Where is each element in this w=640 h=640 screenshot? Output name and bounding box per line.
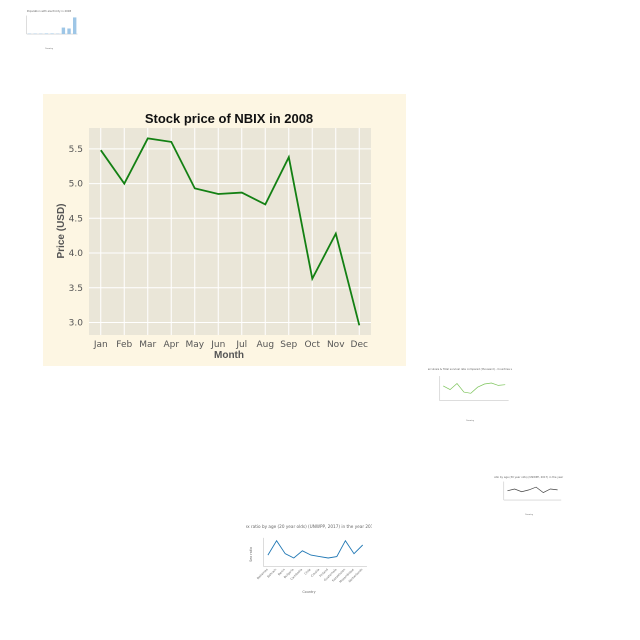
thumbnail-series-line bbox=[507, 486, 558, 494]
x-tick-label: May bbox=[185, 340, 204, 350]
x-tick-label: Dec bbox=[351, 340, 368, 350]
x-tick-label: Aug bbox=[256, 340, 274, 350]
thumbnail-x-tick-label: Bahrain bbox=[266, 567, 277, 578]
y-tick-label: 3.5 bbox=[69, 284, 83, 294]
thumbnail-line-chart-tuberculosis: Between 1995 - 2009 Tuberculosis & Total… bbox=[395, 366, 546, 422]
thumbnail-bar bbox=[44, 33, 49, 35]
y-tick-label: 4.5 bbox=[69, 214, 83, 224]
x-tick-label: Jun bbox=[210, 340, 225, 350]
thumbnail-title: Sex ratio by age (20 year olds) (UNWPP, … bbox=[246, 524, 372, 529]
thumbnail-line-chart-sex-ratio-2015: Sex ratio by age (20 year olds) (UNWPP, … bbox=[242, 522, 376, 594]
series-line bbox=[100, 137, 361, 326]
plot-background bbox=[89, 128, 371, 335]
x-tick-label: Jul bbox=[235, 340, 247, 350]
thumbnail-svg: Population with electricity in 2008 Count… bbox=[26, 9, 78, 50]
thumbnail-x-tick-label: Chile bbox=[304, 567, 312, 575]
thumbnail-x-tick-label: Croatia bbox=[310, 567, 321, 578]
y-axis-label: Price (USD) bbox=[56, 203, 67, 258]
thumbnail-bar bbox=[73, 17, 77, 35]
y-tick-label: 3.0 bbox=[69, 318, 84, 328]
thumbnail-x-label: Country bbox=[525, 513, 534, 516]
x-tick-label: Mar bbox=[139, 340, 156, 350]
y-tick-label: 5.5 bbox=[69, 145, 83, 155]
thumbnail-title: Population with electricity in 2008 bbox=[27, 9, 72, 13]
thumbnail-line-chart-sex-ratio-1990: Sex ratio by age (30 year olds) (UNWPP, … bbox=[487, 474, 570, 516]
thumbnail-svg: Sex ratio by age (30 year olds) (UNWPP, … bbox=[487, 475, 570, 516]
x-tick-label: Jan bbox=[93, 340, 108, 350]
x-tick-label: Sep bbox=[280, 340, 297, 350]
thumbnail-svg: Sex ratio by age (20 year olds) (UNWPP, … bbox=[242, 524, 376, 594]
chart-title: Stock price of NBIX in 2008 bbox=[145, 111, 313, 126]
plot-area: 3.0 3.5 4.0 4.5 5.0 5.5 Jan Feb Mar Apr May Jun Jul A… bbox=[69, 128, 371, 350]
thumbnail-y-label: Sex ratio bbox=[249, 547, 253, 562]
thumbnail-x-label: Country bbox=[302, 590, 315, 594]
thumbnail-bar bbox=[67, 28, 71, 35]
thumbnail-title: Between 1995 - 2009 Tuberculosis & Total… bbox=[428, 367, 512, 371]
x-tick-label: Nov bbox=[327, 340, 345, 350]
y-tick-label: 5.0 bbox=[69, 180, 84, 190]
main-line-chart: Stock price of NBIX in 2008 Month Price … bbox=[56, 111, 371, 361]
thumbnail-svg: Between 1995 - 2009 Tuberculosis & Total… bbox=[395, 367, 546, 422]
thumbnail-x-tick-label: Benin bbox=[277, 567, 286, 576]
y-tick-label: 4.0 bbox=[69, 249, 84, 259]
thumbnail-title: Sex ratio by age (30 year olds) (UNWPP, … bbox=[494, 475, 564, 479]
x-axis-label: Month bbox=[214, 350, 244, 361]
thumbnail-bar-chart-electricity: Population with electricity in 2008 Count… bbox=[18, 8, 80, 50]
thumbnail-x-label: Country bbox=[466, 419, 475, 422]
x-tick-label: Oct bbox=[304, 340, 320, 350]
thumbnail-series-line bbox=[267, 539, 364, 559]
thumbnail-bar bbox=[50, 33, 54, 35]
thumbnail-bar bbox=[61, 27, 66, 35]
thumbnail-x-label: Country bbox=[45, 47, 54, 50]
x-tick-label: Feb bbox=[116, 340, 132, 350]
thumbnail-series-line bbox=[443, 382, 506, 394]
thumbnail-x-tick-label: Bulgaria bbox=[283, 567, 295, 579]
main-chart-panel: Stock price of NBIX in 2008 Month Price … bbox=[43, 94, 406, 366]
x-tick-label: Apr bbox=[163, 340, 179, 350]
thumbnail-x-tick-label: Finland bbox=[319, 567, 329, 577]
